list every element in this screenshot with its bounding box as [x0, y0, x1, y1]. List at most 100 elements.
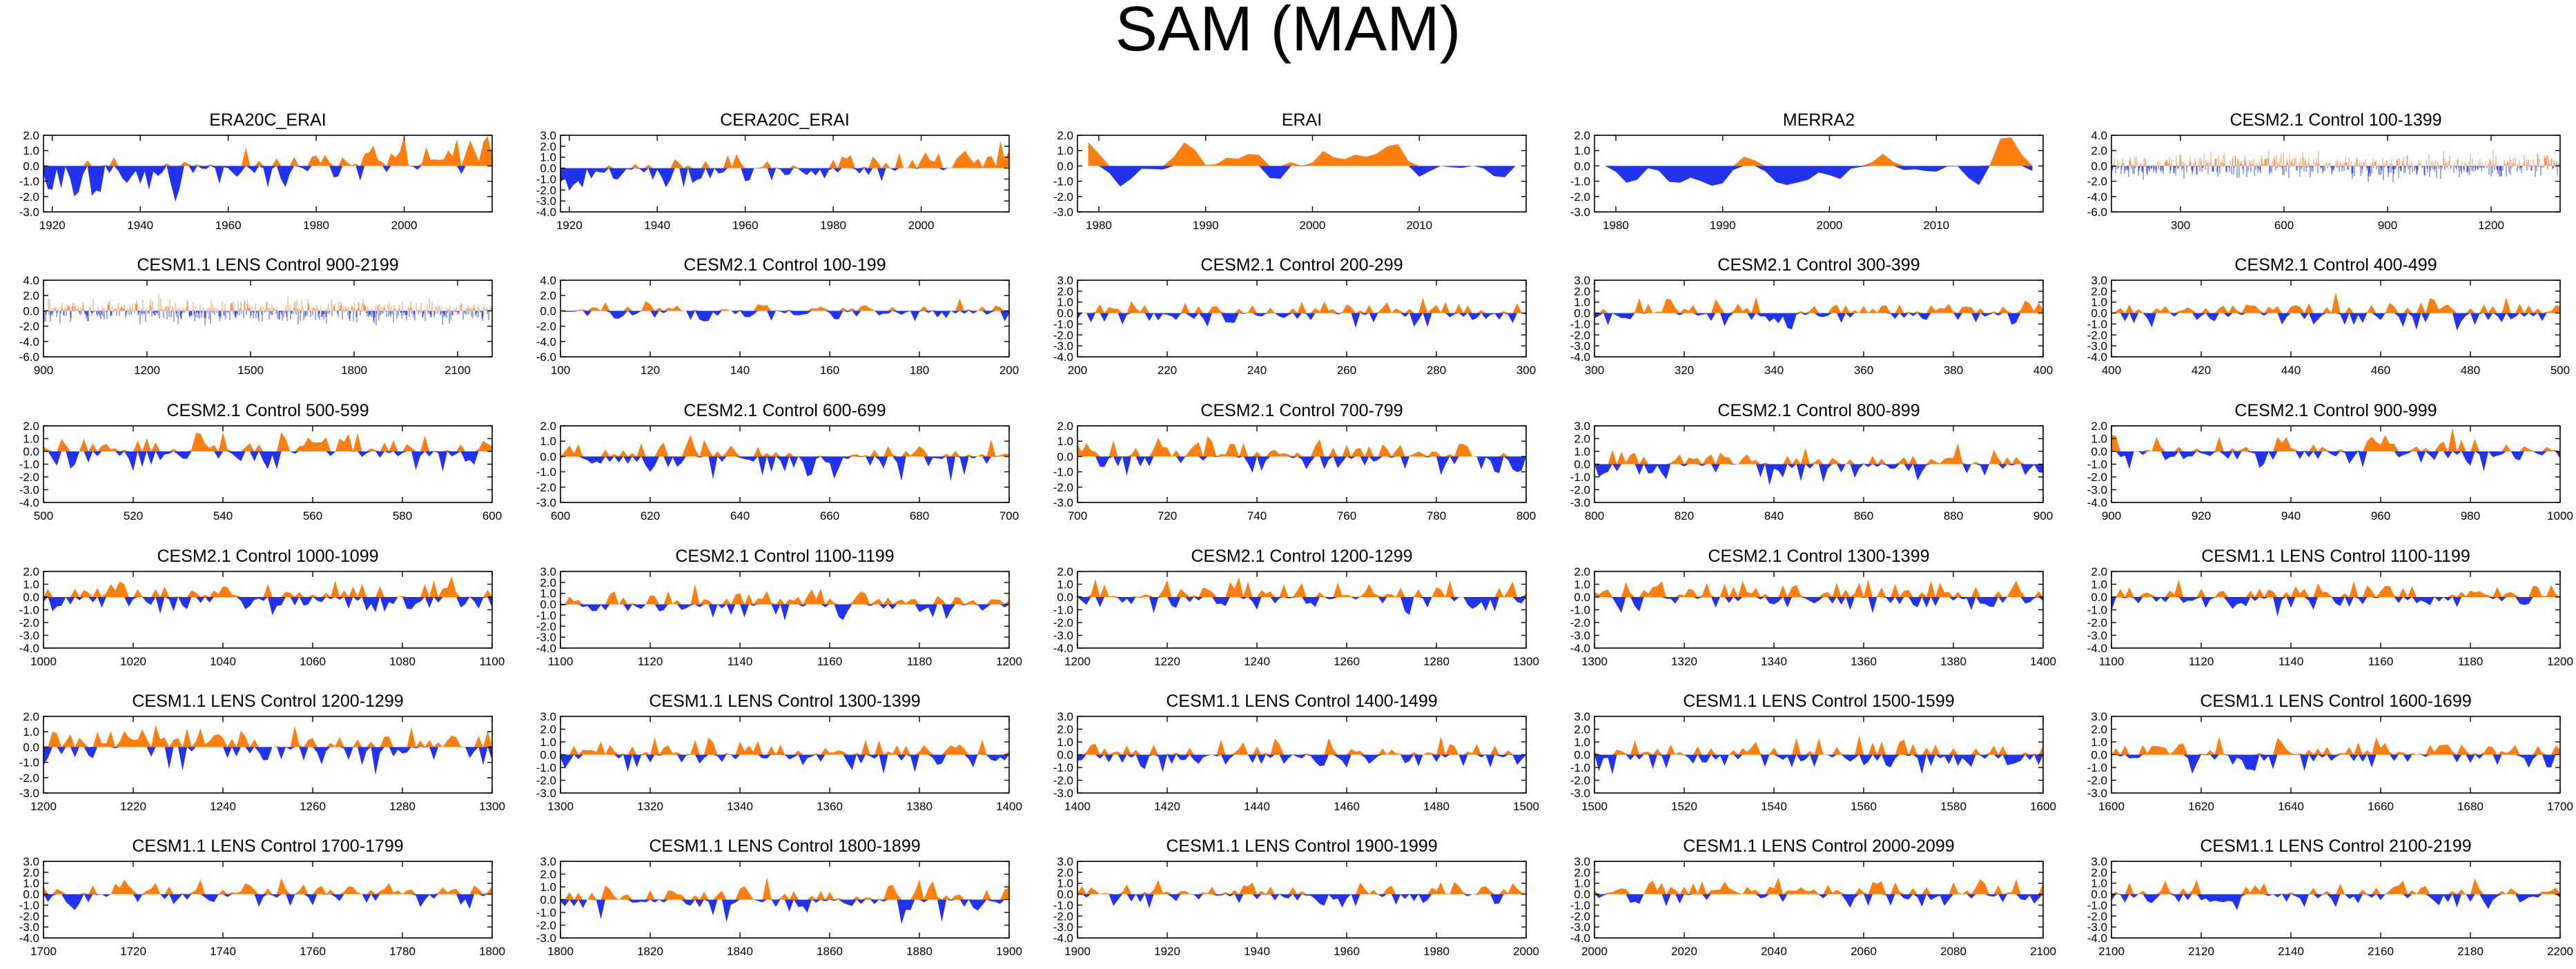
- x-tick-label: 480: [2461, 364, 2480, 377]
- panel-14: CESM2.1 Control 800-8993.02.01.00.0-1.0-…: [1570, 401, 2053, 522]
- y-tick-label: 1.0: [2091, 877, 2107, 890]
- positive-area: [560, 298, 1009, 311]
- x-tick-label: 1380: [906, 800, 933, 813]
- x-tick-label: 960: [2371, 509, 2390, 522]
- y-tick-label: 2.0: [23, 565, 39, 578]
- x-tick-label: 1920: [1154, 945, 1180, 958]
- plot-frame: [43, 280, 493, 358]
- panel-24: CESM1.1 LENS Control 1500-1599 3.02.01.00…: [1570, 692, 2056, 813]
- panel-title: CESM2.1 Control 700-799: [1200, 401, 1403, 420]
- y-tick-label: -1.0: [2087, 899, 2107, 912]
- x-tick-label: 1940: [1244, 945, 1270, 958]
- y-tick-label: -1.0: [1570, 471, 1590, 484]
- y-tick-label: 0.0: [540, 598, 556, 611]
- plot-frame: [1594, 135, 2044, 213]
- panel-title: CESM2.1 Control 100-1399: [2229, 110, 2441, 130]
- panel-3: ERAI 2.0 1.0 0.0 -1.0 -2.0 -3.0 1980 1990 2000 201…: [1053, 110, 1527, 232]
- x-tick-label: 100: [551, 364, 570, 377]
- y-tick-label: -3.0: [536, 496, 556, 509]
- panel-title: CESM2.1 Control 100-199: [683, 255, 886, 275]
- x-tick-label: 260: [1337, 364, 1356, 377]
- panel-title: CESM2.1 Control 1100-1199: [675, 547, 894, 566]
- x-tick-label: 1000: [30, 655, 57, 668]
- y-tick-label: 0.0: [1574, 888, 1590, 901]
- y-tick-label: -6.0: [2087, 206, 2107, 219]
- x-tick-label: 1500: [1513, 800, 1539, 813]
- x-tick-label: 1720: [120, 945, 146, 958]
- y-tick-label: -2.0: [536, 620, 556, 633]
- y-tick-label: 1.0: [1574, 296, 1590, 309]
- negative-area: [43, 747, 492, 775]
- x-tick-label: 1340: [727, 800, 753, 813]
- y-tick-label: -3.0: [1053, 206, 1073, 219]
- x-tick-label: 1200: [2478, 219, 2504, 232]
- plot-frame: [560, 135, 1010, 213]
- y-tick-label: 1.0: [23, 578, 39, 591]
- x-tick-label: 320: [1675, 364, 1694, 377]
- panel-title: CESM1.1 LENS Control 1600-1699: [2200, 692, 2471, 711]
- positive-area: [43, 136, 492, 166]
- x-tick-label: 1480: [1423, 800, 1450, 813]
- y-tick-label: 0.0: [23, 741, 39, 754]
- x-tick-label: 1990: [1193, 219, 1219, 232]
- positive-area: [2111, 736, 2560, 755]
- x-tick-label: 1800: [479, 945, 505, 958]
- plot-frame: [1594, 861, 2044, 939]
- y-tick-label: 3.0: [23, 855, 39, 868]
- x-tick-label: 860: [1854, 509, 1873, 522]
- y-tick-label: 3.0: [1057, 855, 1073, 868]
- y-tick-label: 1.0: [23, 725, 39, 738]
- y-tick-label: -2.0: [19, 910, 39, 923]
- y-tick-label: -2.0: [1053, 774, 1073, 787]
- x-tick-label: 1260: [300, 800, 326, 813]
- positive-area: [43, 725, 492, 747]
- panel-8: CESM2.1 Control 200-2993.02.01.00.0-1.0-…: [1053, 255, 1536, 377]
- x-tick-label: 520: [124, 509, 143, 522]
- x-tick-label: 1400: [2030, 655, 2056, 668]
- y-tick-label: -2.0: [536, 774, 556, 787]
- y-tick-label: 0.0: [2091, 888, 2107, 901]
- x-tick-label: 1800: [341, 364, 367, 377]
- y-tick-label: 1.0: [23, 877, 39, 890]
- y-tick-label: -1.0: [2087, 761, 2107, 774]
- x-tick-label: 1680: [2457, 800, 2484, 813]
- x-tick-label: 1500: [237, 364, 264, 377]
- panel-23: CESM1.1 LENS Control 1400-1499 3.02.01.00…: [1053, 692, 1539, 813]
- y-tick-label: -1.0: [2087, 604, 2107, 617]
- positive-area: [1077, 297, 1526, 313]
- plot-frame: [43, 571, 493, 649]
- negative-area: [43, 166, 492, 202]
- x-tick-label: 2100: [445, 364, 471, 377]
- y-tick-label: 0.0: [23, 591, 39, 604]
- y-tick-label: 2.0: [540, 420, 556, 433]
- positive-area: [560, 141, 1009, 168]
- x-tick-label: 1640: [2278, 800, 2304, 813]
- y-tick-label: 2.0: [23, 866, 39, 879]
- panel-title: CESM2.1 Control 1200-1299: [1191, 547, 1412, 566]
- x-tick-label: 780: [1427, 509, 1446, 522]
- y-tick-label: 1.0: [23, 433, 39, 446]
- plot-frame: [1077, 280, 1527, 358]
- positive-area: [560, 737, 1009, 755]
- y-tick-label: 2.0: [540, 289, 556, 302]
- x-tick-label: 2040: [1761, 945, 1787, 958]
- x-tick-label: 500: [2550, 364, 2570, 377]
- panel-title: CESM1.1 LENS Control 900-2199: [137, 255, 398, 275]
- y-tick-label: 2.0: [2091, 144, 2107, 157]
- y-tick-label: -4.0: [2087, 351, 2107, 364]
- x-tick-label: 1140: [2279, 655, 2304, 668]
- y-tick-label: -1.0: [1053, 175, 1073, 188]
- y-tick-label: 3.0: [540, 565, 556, 578]
- y-tick-label: -4.0: [19, 932, 39, 945]
- y-tick-label: -1.0: [19, 604, 39, 617]
- y-tick-label: 2.0: [1574, 565, 1590, 578]
- x-tick-label: 800: [1585, 509, 1604, 522]
- y-tick-label: 2.0: [1574, 866, 1590, 879]
- x-tick-label: 700: [999, 509, 1019, 522]
- negative-area: [1594, 464, 2043, 486]
- y-tick-label: 3.0: [1057, 710, 1073, 723]
- panel-17: CESM2.1 Control 1100-1199 3.02.01.00.0-1.…: [536, 547, 1022, 668]
- y-tick-label: -3.0: [1570, 629, 1590, 643]
- y-tick-label: 0.0: [2091, 749, 2107, 762]
- panel-title: CESM1.1 LENS Control 1900-1999: [1166, 836, 1437, 856]
